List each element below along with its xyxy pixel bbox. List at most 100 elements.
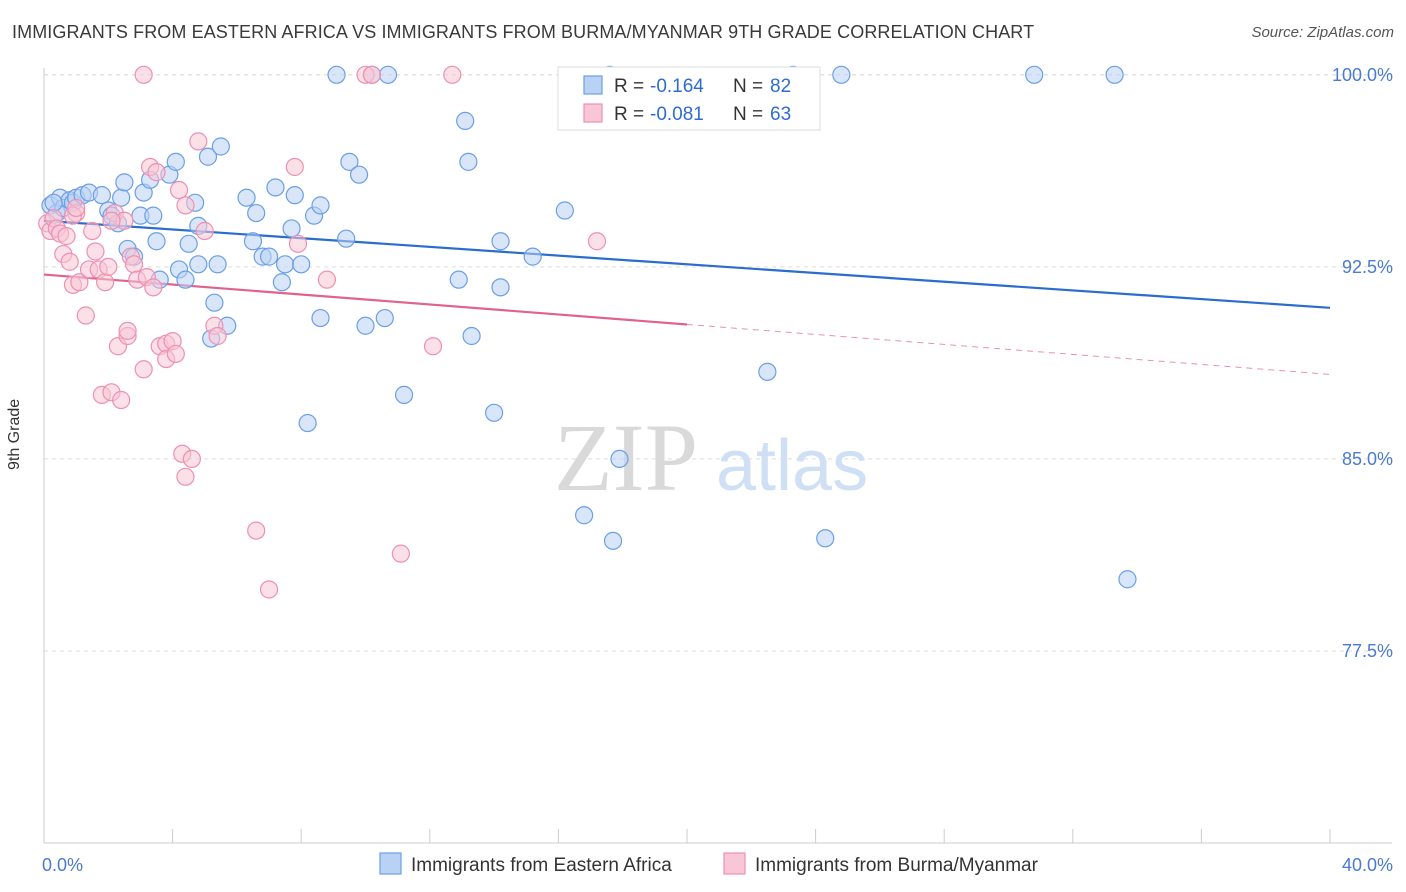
point-burma bbox=[95, 273, 115, 292]
watermark-atlas: atlas bbox=[716, 426, 868, 506]
y-tick-label: 92.5% bbox=[1342, 257, 1393, 277]
point-burma bbox=[57, 227, 76, 246]
point-eastern-africa bbox=[259, 247, 279, 266]
point-eastern-africa bbox=[610, 449, 629, 469]
point-eastern-africa bbox=[459, 152, 478, 171]
point-eastern-africa bbox=[449, 270, 468, 289]
point-eastern-africa bbox=[292, 255, 311, 274]
point-burma bbox=[60, 252, 79, 271]
point-burma bbox=[391, 544, 410, 563]
axes bbox=[43, 68, 1392, 844]
point-eastern-africa bbox=[816, 529, 835, 548]
data-points bbox=[38, 65, 1137, 599]
point-burma bbox=[195, 221, 214, 241]
point-burma bbox=[208, 326, 227, 346]
point-burma bbox=[118, 321, 137, 340]
point-burma bbox=[83, 221, 102, 241]
point-eastern-africa bbox=[211, 137, 230, 156]
grid-lines bbox=[44, 74, 1392, 652]
legend-n-label: N = bbox=[733, 76, 763, 97]
point-eastern-africa bbox=[327, 65, 346, 84]
point-eastern-africa bbox=[758, 362, 777, 381]
point-burma bbox=[86, 242, 105, 261]
point-eastern-africa bbox=[282, 219, 301, 238]
series-label-burma: Immigrants from Burma/Myanmar bbox=[755, 855, 1039, 876]
point-eastern-africa bbox=[166, 152, 185, 171]
point-burma bbox=[112, 390, 131, 410]
point-eastern-africa bbox=[198, 147, 218, 166]
point-eastern-africa bbox=[485, 403, 504, 422]
point-eastern-africa bbox=[311, 196, 330, 215]
y-tick-label: 100.0% bbox=[1332, 65, 1393, 85]
point-eastern-africa bbox=[92, 186, 111, 205]
point-eastern-africa bbox=[491, 278, 510, 297]
point-burma bbox=[176, 196, 195, 215]
y-tick-label: 77.5% bbox=[1342, 641, 1393, 661]
point-eastern-africa bbox=[1118, 570, 1137, 589]
point-eastern-africa bbox=[276, 255, 295, 274]
point-eastern-africa bbox=[491, 232, 510, 251]
point-eastern-africa bbox=[115, 173, 134, 192]
point-eastern-africa bbox=[144, 206, 163, 225]
point-burma bbox=[147, 163, 166, 182]
legend-swatch-pink bbox=[583, 103, 603, 123]
point-eastern-africa bbox=[205, 293, 224, 312]
point-eastern-africa bbox=[189, 255, 208, 274]
legend-swatch-blue bbox=[583, 75, 603, 95]
point-eastern-africa bbox=[337, 229, 356, 248]
point-burma bbox=[102, 211, 121, 230]
legend-n-value-blue: 82 bbox=[770, 76, 791, 97]
point-burma bbox=[247, 521, 266, 540]
point-eastern-africa bbox=[266, 178, 285, 197]
legend-r-label: R = bbox=[614, 76, 644, 97]
point-eastern-africa bbox=[603, 531, 623, 550]
point-burma bbox=[166, 344, 185, 364]
point-burma bbox=[423, 337, 443, 356]
point-eastern-africa bbox=[349, 165, 369, 184]
point-burma bbox=[124, 255, 144, 274]
legend-r-label: R = bbox=[614, 104, 644, 125]
x-tick-labels: 0.0% 40.0% bbox=[42, 855, 1393, 875]
legend-r-value-blue: -0.164 bbox=[650, 76, 704, 97]
point-burma bbox=[76, 306, 95, 325]
point-burma bbox=[67, 198, 86, 218]
series-swatch-blue bbox=[379, 852, 402, 875]
stats-legend: R = -0.164 N = 82 R = -0.081 N = 63 bbox=[557, 66, 821, 131]
point-eastern-africa bbox=[176, 270, 195, 289]
point-burma bbox=[134, 65, 153, 84]
series-label-eastern-africa: Immigrants from Eastern Africa bbox=[411, 855, 672, 876]
point-burma bbox=[182, 449, 201, 469]
point-eastern-africa bbox=[44, 193, 63, 212]
point-eastern-africa bbox=[243, 232, 263, 251]
point-eastern-africa bbox=[340, 152, 359, 171]
point-eastern-africa bbox=[462, 326, 481, 346]
point-burma bbox=[362, 65, 382, 84]
source-label: Source: ZipAtlas.com bbox=[1251, 24, 1394, 41]
chart-title: IMMIGRANTS FROM EASTERN AFRICA VS IMMIGR… bbox=[12, 22, 1035, 42]
point-burma bbox=[176, 467, 195, 486]
point-eastern-africa bbox=[456, 111, 475, 130]
x-tick-label: 40.0% bbox=[1342, 855, 1393, 875]
point-eastern-africa bbox=[378, 65, 398, 84]
point-eastern-africa bbox=[147, 232, 166, 251]
series-swatch-pink bbox=[723, 852, 746, 875]
point-burma bbox=[189, 132, 208, 151]
point-eastern-africa bbox=[523, 247, 542, 266]
point-eastern-africa bbox=[298, 413, 317, 433]
legend-n-label: N = bbox=[733, 104, 763, 125]
point-burma bbox=[288, 234, 308, 253]
point-burma bbox=[259, 580, 279, 599]
x-tick-label: 0.0% bbox=[42, 855, 83, 875]
point-eastern-africa bbox=[112, 188, 131, 207]
point-eastern-africa bbox=[832, 65, 851, 84]
trend-lines bbox=[43, 219, 1331, 375]
point-burma bbox=[99, 257, 118, 276]
trend-line-dashed-1 bbox=[686, 323, 1331, 375]
point-eastern-africa bbox=[247, 203, 266, 223]
legend-r-value-pink: -0.081 bbox=[650, 104, 704, 125]
point-eastern-africa bbox=[375, 308, 394, 328]
point-eastern-africa bbox=[311, 308, 330, 328]
point-burma bbox=[169, 180, 189, 200]
point-eastern-africa bbox=[1105, 65, 1124, 84]
trend-line-0 bbox=[43, 219, 1331, 309]
